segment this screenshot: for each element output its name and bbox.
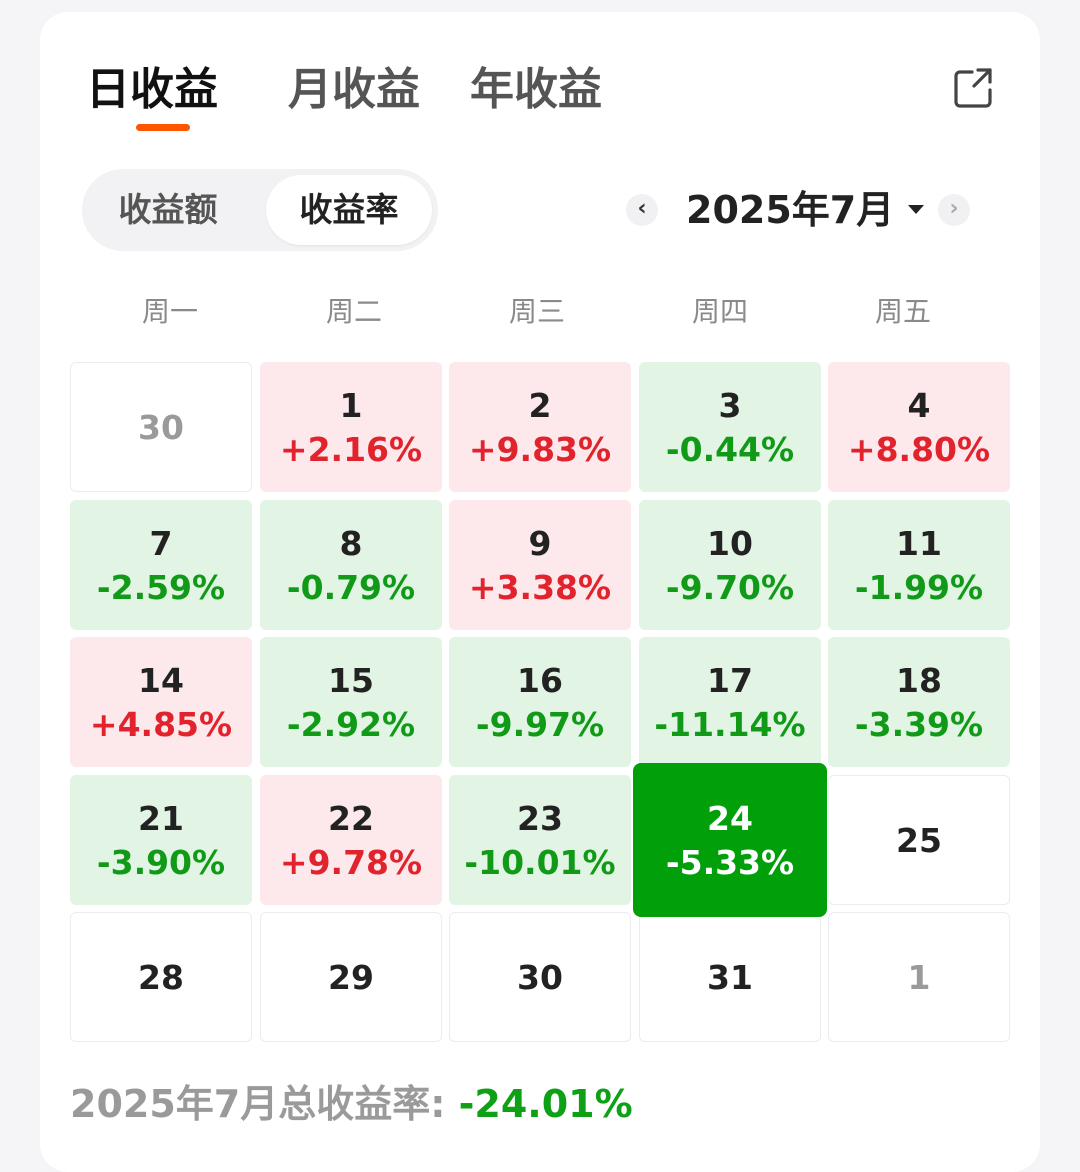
day-number: 30 (517, 958, 563, 997)
day-return-rate: -0.79% (286, 568, 416, 607)
calendar-day-cell[interactable]: 15 -2.92% (260, 637, 442, 767)
day-number: 15 (328, 661, 374, 700)
day-return-rate: -2.92% (286, 705, 416, 744)
day-number: 10 (707, 524, 753, 563)
day-return-rate: -0.44% (665, 430, 795, 469)
calendar-day-cell[interactable]: 28 (70, 912, 252, 1042)
day-return-rate: +8.80% (847, 430, 991, 469)
day-number: 16 (517, 661, 563, 700)
day-return-rate: +9.78% (279, 843, 423, 882)
weekday-label: 周二 (325, 295, 382, 328)
active-tab-indicator (136, 124, 190, 131)
month-total-summary: 2025年7月总收益率: -24.01% (70, 1076, 633, 1132)
day-number: 21 (138, 799, 184, 838)
calendar-day-cell[interactable]: 24 -5.33% (633, 763, 827, 917)
calendar-day-cell[interactable]: 4 +8.80% (828, 362, 1010, 492)
day-return-rate: -3.39% (854, 705, 984, 744)
prev-month-button[interactable]: ‹ (626, 194, 658, 226)
day-number: 29 (328, 958, 374, 997)
calendar-day-cell[interactable]: 17 -11.14% (639, 637, 821, 767)
day-return-rate: -1.99% (854, 568, 984, 607)
day-number: 1 (339, 386, 363, 425)
day-return-rate: +9.83% (468, 430, 612, 469)
day-number: 8 (339, 524, 363, 563)
caret-down-icon (908, 205, 925, 214)
tab-daily[interactable]: 日收益 (86, 64, 218, 115)
summary-total-value: -24.01% (458, 1082, 633, 1126)
day-return-rate: -10.01% (464, 843, 616, 882)
month-label: 2025年7月 (686, 188, 895, 232)
calendar-day-cell[interactable]: 14 +4.85% (70, 637, 252, 767)
calendar-day-cell[interactable]: 30 (70, 362, 252, 492)
calendar-day-cell[interactable]: 3 -0.44% (639, 362, 821, 492)
calendar-day-cell[interactable]: 8 -0.79% (260, 500, 442, 630)
day-number: 1 (907, 958, 931, 997)
day-number: 14 (138, 661, 184, 700)
share-button[interactable] (950, 64, 998, 112)
tab-yearly[interactable]: 年收益 (470, 64, 602, 115)
day-number: 11 (896, 524, 942, 563)
day-return-rate: -9.97% (475, 705, 605, 744)
share-icon (954, 68, 992, 108)
day-return-rate: -3.90% (96, 843, 226, 882)
month-selector[interactable]: 2025年7月 (686, 182, 925, 238)
day-return-rate: -11.14% (654, 705, 806, 744)
calendar-day-cell[interactable]: 29 (260, 912, 442, 1042)
day-return-rate: +3.38% (468, 568, 612, 607)
chevron-left-icon: ‹ (637, 196, 647, 221)
day-return-rate: +4.85% (89, 705, 233, 744)
calendar-day-cell[interactable]: 16 -9.97% (449, 637, 631, 767)
chevron-right-icon: › (949, 196, 959, 221)
day-number: 31 (707, 958, 753, 997)
summary-label: 2025年7月总收益率: (70, 1082, 459, 1126)
calendar-day-cell[interactable]: 21 -3.90% (70, 775, 252, 905)
day-number: 4 (907, 386, 931, 425)
day-number: 22 (328, 799, 374, 838)
calendar-day-cell[interactable]: 30 (449, 912, 631, 1042)
day-number: 17 (707, 661, 753, 700)
day-number: 23 (517, 799, 563, 838)
calendar-day-cell[interactable]: 1 (828, 912, 1010, 1042)
day-number: 3 (718, 386, 742, 425)
weekday-label: 周四 (691, 295, 748, 328)
weekday-label: 周三 (508, 295, 565, 328)
day-number: 25 (896, 821, 942, 860)
toggle-rate[interactable]: 收益率 (266, 175, 432, 245)
day-number: 7 (149, 524, 173, 563)
day-number: 28 (138, 958, 184, 997)
toggle-amount[interactable]: 收益额 (118, 190, 218, 229)
day-number: 30 (138, 408, 184, 447)
calendar-day-cell[interactable]: 10 -9.70% (639, 500, 821, 630)
calendar-day-cell[interactable]: 31 (639, 912, 821, 1042)
next-month-button[interactable]: › (938, 194, 970, 226)
metric-toggle: 收益额 收益率 (82, 169, 438, 251)
calendar-day-cell[interactable]: 9 +3.38% (449, 500, 631, 630)
day-number: 24 (707, 799, 753, 838)
calendar-day-cell[interactable]: 18 -3.39% (828, 637, 1010, 767)
day-number: 2 (528, 386, 552, 425)
calendar-day-cell[interactable]: 7 -2.59% (70, 500, 252, 630)
weekday-label: 周一 (141, 295, 198, 328)
day-number: 9 (528, 524, 552, 563)
calendar-day-cell[interactable]: 23 -10.01% (449, 775, 631, 905)
day-return-rate: -9.70% (665, 568, 795, 607)
tab-monthly[interactable]: 月收益 (288, 64, 420, 115)
day-return-rate: -2.59% (96, 568, 226, 607)
calendar-day-cell[interactable]: 11 -1.99% (828, 500, 1010, 630)
weekday-label: 周五 (874, 295, 931, 328)
day-number: 18 (896, 661, 942, 700)
calendar-day-cell[interactable]: 22 +9.78% (260, 775, 442, 905)
day-return-rate: +2.16% (279, 430, 423, 469)
calendar-day-cell[interactable]: 1 +2.16% (260, 362, 442, 492)
calendar-day-cell[interactable]: 2 +9.83% (449, 362, 631, 492)
day-return-rate: -5.33% (665, 843, 795, 882)
calendar-day-cell[interactable]: 25 (828, 775, 1010, 905)
